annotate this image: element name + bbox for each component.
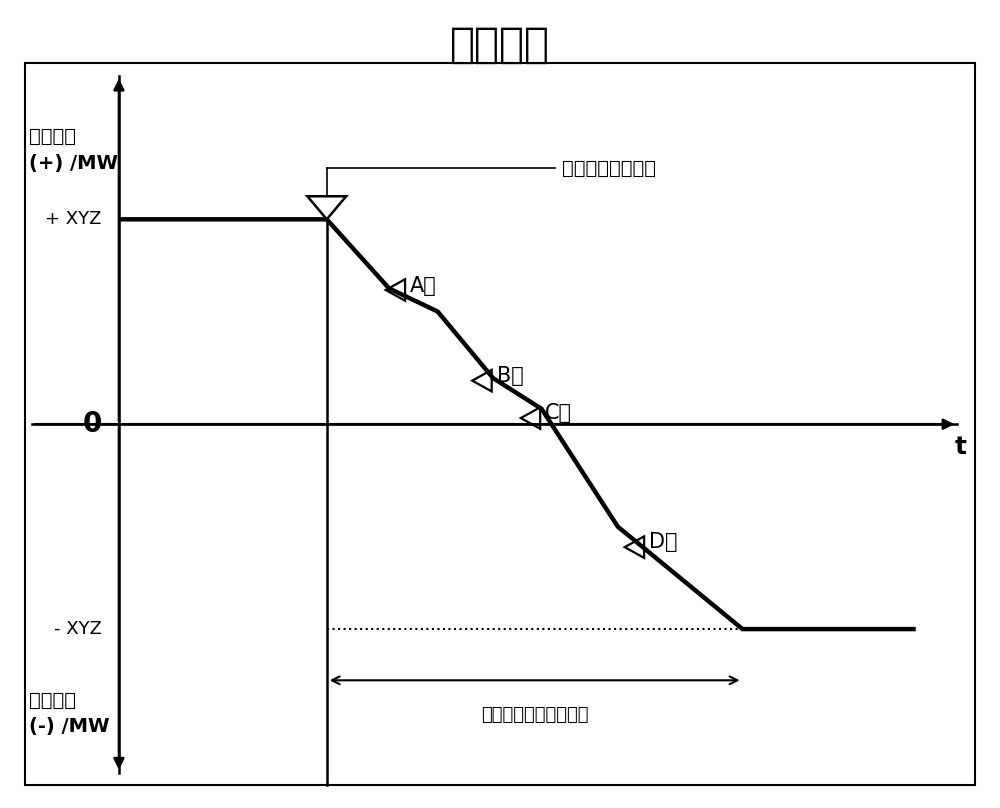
Text: 获得潮流反转信号: 获得潮流反转信号 xyxy=(562,158,656,178)
Text: C段: C段 xyxy=(545,403,572,423)
Text: - XYZ: - XYZ xyxy=(54,620,102,638)
Text: t: t xyxy=(955,436,967,459)
Text: 直流双极功率反转过程: 直流双极功率反转过程 xyxy=(481,706,588,724)
Text: 功率方向
(+) /MW: 功率方向 (+) /MW xyxy=(29,127,118,173)
Text: B段: B段 xyxy=(497,365,523,385)
Text: 潮流反转: 潮流反转 xyxy=(450,24,550,66)
Text: 0: 0 xyxy=(82,410,102,438)
Text: A段: A段 xyxy=(410,276,437,296)
Text: + XYZ: + XYZ xyxy=(45,210,102,229)
Text: D段: D段 xyxy=(649,532,677,552)
Text: 功率方向
(-) /MW: 功率方向 (-) /MW xyxy=(29,691,109,736)
